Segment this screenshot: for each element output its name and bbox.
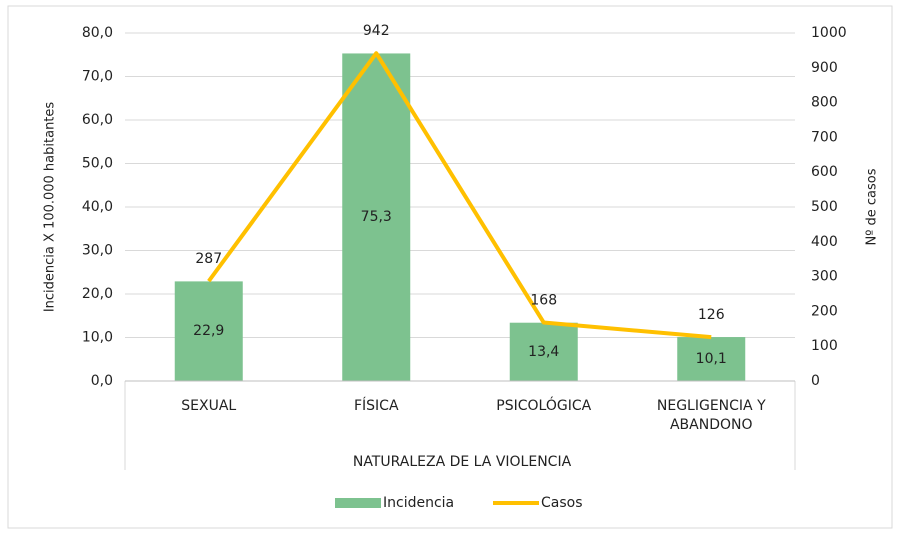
x-tick-label: PSICOLÓGICA: [496, 396, 591, 414]
bar: [509, 322, 578, 381]
x-tick-label: SEXUAL: [181, 398, 236, 414]
y2-tick-label: 600: [811, 164, 838, 180]
bar: [174, 281, 243, 381]
y-tick-label: 80,0: [82, 25, 113, 41]
bar-value-label: 13,4: [528, 344, 559, 360]
bar-value-label: 10,1: [696, 351, 727, 367]
line-value-label: 168: [530, 293, 557, 309]
legend-label: Incidencia: [383, 495, 454, 511]
y2-tick-label: 500: [811, 199, 838, 215]
x-tick-label: NEGLIGENCIA Y ABANDONO: [657, 398, 766, 433]
y2-tick-label: 200: [811, 303, 838, 319]
y-axis-title: Incidencia X 100.000 habitantes: [43, 102, 58, 313]
y2-tick-label: 0: [811, 373, 820, 389]
y-tick-label: 50,0: [82, 156, 113, 172]
y-tick-label: 60,0: [82, 112, 113, 128]
x-tick-label: FÍSICA: [354, 397, 399, 414]
line-value-label: 126: [698, 307, 725, 323]
chart-frame: [7, 5, 893, 529]
bar: [677, 337, 746, 381]
y-tick-label: 40,0: [82, 199, 113, 215]
y-tick-label: 30,0: [82, 243, 113, 259]
line-value-label: 287: [195, 251, 222, 267]
x-axis-title: NATURALEZA DE LA VIOLENCIA: [353, 454, 572, 470]
y-tick-label: 70,0: [82, 69, 113, 85]
y2-tick-label: 1000: [811, 25, 847, 41]
legend-label: Casos: [541, 495, 583, 511]
line-value-label: 942: [363, 23, 390, 39]
y2-tick-label: 900: [811, 60, 838, 76]
bar: [342, 53, 411, 381]
y2-tick-label: 300: [811, 269, 838, 285]
y2-tick-label: 400: [811, 234, 838, 250]
y-tick-label: 10,0: [82, 330, 113, 346]
legend-swatch: [335, 498, 381, 508]
bar-value-label: 75,3: [361, 209, 392, 225]
bar-value-label: 22,9: [193, 323, 224, 339]
y-tick-label: 20,0: [82, 286, 113, 302]
y2-axis-title: Nº de casos: [865, 168, 880, 245]
y-tick-label: 0,0: [91, 373, 113, 389]
y2-tick-label: 800: [811, 95, 838, 111]
y2-tick-label: 700: [811, 129, 838, 145]
line: [207, 51, 712, 340]
y2-tick-label: 100: [811, 338, 838, 354]
